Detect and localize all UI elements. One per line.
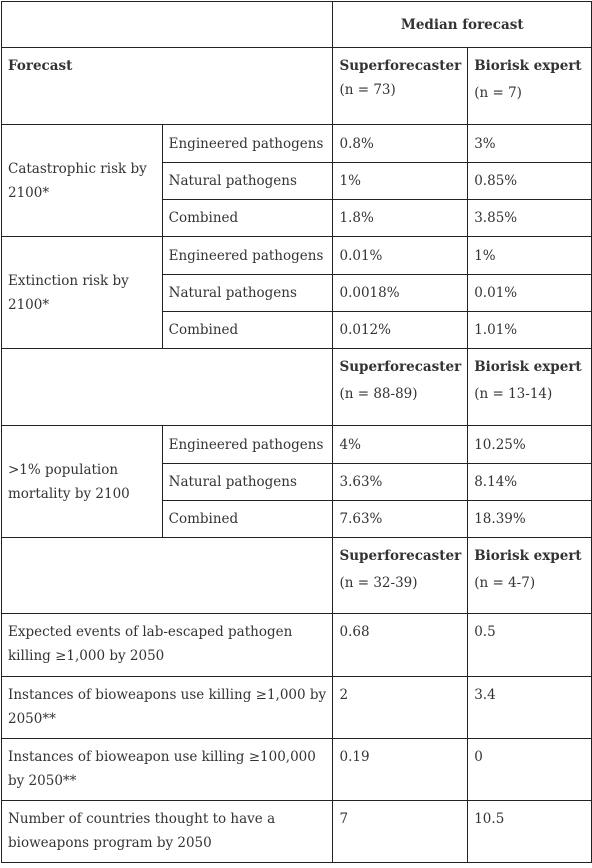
subheader-row: Superforecaster (n = 88-89) Biorisk expe…	[0, 348, 592, 426]
biorisk-expert-value: 1%	[467, 236, 592, 275]
pathogen-type-cell: Natural pathogens	[161, 274, 334, 312]
superforecaster-n: (n = 73)	[339, 82, 396, 98]
superforecaster-value: 0.8%	[332, 124, 469, 163]
biorisk-expert-value: 3%	[467, 124, 592, 163]
superforecaster-value: 0.19	[332, 738, 469, 801]
table-row: Combined 1.8% 3.85%	[2, 199, 592, 237]
biorisk-expert-value: 10.25%	[467, 425, 592, 464]
superforecaster-value: 0.68	[332, 613, 469, 677]
header-row-forecast: Forecast Superforecaster (n = 73) Bioris…	[0, 47, 592, 125]
superforecaster-value: 0.0018%	[332, 274, 469, 312]
superforecaster-header: Superforecaster	[339, 58, 462, 74]
biorisk-expert-header: Biorisk expert	[474, 58, 582, 74]
pathogen-type-cell: Natural pathogens	[161, 463, 334, 501]
header-blank-cell	[0, 1, 334, 48]
table-row: Number of countries thought to have a bi…	[0, 800, 592, 863]
subheader-row: Superforecaster (n = 32-39) Biorisk expe…	[0, 537, 592, 614]
biorisk-expert-value: 3.85%	[467, 199, 592, 237]
biorisk-expert-value: 8.14%	[467, 463, 592, 501]
forecast-header: Forecast	[0, 47, 334, 125]
extinction-risk-label: Extinction risk by 2100*	[1, 236, 163, 349]
superforecaster-value: 2	[332, 676, 469, 739]
table-row: Instances of bioweapon use killing ≥100,…	[0, 738, 592, 801]
biorisk-expert-value: 3.4	[467, 676, 592, 739]
pathogen-type-cell: Engineered pathogens	[161, 236, 334, 275]
table-row: Natural pathogens 3.63% 8.14%	[2, 463, 592, 501]
subheader-blank-cell	[0, 348, 334, 426]
biorisk-expert-n: (n = 7)	[474, 85, 522, 101]
table-row: >1% population mortality by 2100 Enginee…	[1, 425, 592, 538]
superforecaster-value: 7.63%	[332, 500, 469, 538]
superforecaster-n: (n = 88-89)	[339, 386, 418, 402]
table-row: Instances of bioweapons use killing ≥1,0…	[0, 676, 592, 739]
pathogen-type-cell: Engineered pathogens	[161, 425, 334, 464]
median-forecast-header: Median forecast	[332, 1, 592, 48]
biorisk-expert-value: 10.5	[467, 800, 592, 863]
superforecaster-header: Superforecaster	[339, 548, 462, 564]
table-row: Extinction risk by 2100* Engineered path…	[1, 236, 592, 349]
superforecaster-header: Superforecaster	[339, 359, 462, 375]
pathogen-type-cell: Combined	[161, 199, 334, 237]
biorisk-expert-value: 18.39%	[467, 500, 592, 538]
superforecaster-header-cell: Superforecaster (n = 73)	[332, 47, 469, 125]
superforecaster-value: 1.8%	[332, 199, 469, 237]
superforecaster-value: 0.012%	[332, 311, 469, 349]
row-label: Number of countries thought to have a bi…	[0, 800, 334, 863]
pathogen-type-cell: Engineered pathogens	[161, 124, 334, 163]
biorisk-expert-header-cell: Biorisk expert (n = 7)	[467, 47, 592, 125]
row-label: Instances of bioweapon use killing ≥100,…	[0, 738, 334, 801]
biorisk-expert-header: Biorisk expert	[474, 359, 582, 375]
superforecaster-value: 3.63%	[332, 463, 469, 501]
superforecaster-subheader-cell: Superforecaster (n = 32-39)	[332, 537, 469, 614]
biorisk-expert-value: 1.01%	[467, 311, 592, 349]
header-row-median: Median forecast	[0, 1, 592, 48]
biorisk-expert-header: Biorisk expert	[474, 548, 582, 564]
superforecaster-n: (n = 32-39)	[339, 575, 418, 591]
table-row: Expected events of lab-escaped pathogen …	[0, 613, 592, 677]
table-row: Catastrophic risk by 2100* Engineered pa…	[1, 124, 592, 237]
biorisk-expert-n: (n = 13-14)	[474, 386, 553, 402]
biorisk-expert-n: (n = 4-7)	[474, 575, 536, 591]
biorisk-expert-subheader-cell: Biorisk expert (n = 13-14)	[467, 348, 592, 426]
superforecaster-value: 1%	[332, 162, 469, 200]
pathogen-type-cell: Combined	[161, 311, 334, 349]
superforecaster-value: 4%	[332, 425, 469, 464]
superforecaster-subheader-cell: Superforecaster (n = 88-89)	[332, 348, 469, 426]
table-row: Combined 7.63% 18.39%	[2, 500, 592, 538]
biorisk-expert-value: 0.85%	[467, 162, 592, 200]
pathogen-type-cell: Combined	[161, 500, 334, 538]
biorisk-expert-value: 0.5	[467, 613, 592, 677]
biorisk-expert-subheader-cell: Biorisk expert (n = 4-7)	[467, 537, 592, 614]
subheader-blank-cell	[0, 537, 334, 614]
catastrophic-risk-label: Catastrophic risk by 2100*	[1, 124, 163, 237]
row-label: Expected events of lab-escaped pathogen …	[0, 613, 334, 677]
row-label: Instances of bioweapons use killing ≥1,0…	[0, 676, 334, 739]
superforecaster-value: 7	[332, 800, 469, 863]
pathogen-type-cell: Natural pathogens	[161, 162, 334, 200]
table-row: Natural pathogens 1% 0.85%	[2, 162, 592, 200]
biorisk-expert-value: 0.01%	[467, 274, 592, 312]
table-row: Combined 0.012% 1.01%	[2, 311, 592, 349]
biorisk-expert-value: 0	[467, 738, 592, 801]
mortality-label: >1% population mortality by 2100	[1, 425, 163, 538]
superforecaster-value: 0.01%	[332, 236, 469, 275]
table-row: Natural pathogens 0.0018% 0.01%	[2, 274, 592, 312]
